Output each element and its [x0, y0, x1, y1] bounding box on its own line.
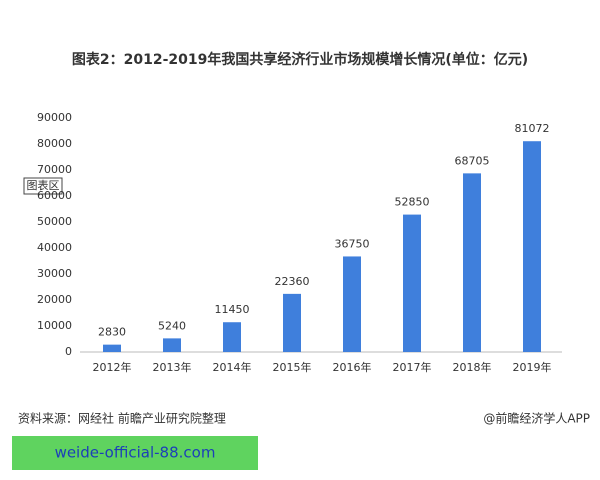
bar: [403, 214, 421, 352]
bar: [103, 344, 121, 352]
x-tick-label: 2016年: [333, 360, 372, 374]
data-label: 68705: [455, 154, 490, 167]
data-label: 2830: [98, 326, 126, 339]
tooltip: 图表区: [27, 178, 60, 192]
y-tick-label: 10000: [37, 319, 72, 332]
y-tick-label: 20000: [37, 293, 72, 306]
bar: [163, 338, 181, 352]
bar: [283, 293, 301, 352]
data-label: 11450: [215, 303, 250, 316]
banner[interactable]: weide-official-88.com: [55, 444, 216, 462]
y-tick-label: 90000: [37, 111, 72, 124]
x-tick-label: 2015年: [273, 360, 312, 374]
y-tick-label: 70000: [37, 163, 72, 176]
y-tick-label: 50000: [37, 215, 72, 228]
bar: [343, 256, 361, 352]
data-label: 5240: [158, 319, 186, 332]
data-label: 52850: [395, 196, 430, 209]
banner-box[interactable]: [12, 436, 258, 470]
chart-title: 图表2：2012-2019年我国共享经济行业市场规模增长情况(单位：亿元): [72, 51, 528, 68]
y-tick-label: 0: [65, 345, 72, 358]
x-tick-label: 2019年: [513, 360, 552, 374]
bar: [463, 173, 481, 352]
data-label: 36750: [335, 237, 370, 250]
y-tick-label: 80000: [37, 137, 72, 150]
x-tick-label: 2014年: [213, 360, 252, 374]
x-tick-label: 2013年: [153, 360, 192, 374]
x-tick-label: 2018年: [453, 360, 492, 374]
x-tick-label: 2012年: [93, 360, 132, 374]
tooltip-box: [23, 177, 63, 195]
data-label: 22360: [275, 275, 310, 288]
bar: [523, 141, 541, 352]
y-tick-label: 40000: [37, 241, 72, 254]
y-tick-label: 60000: [37, 189, 72, 202]
source: 资料来源：网经社 前瞻产业研究院整理: [18, 411, 226, 426]
y-tick-label: 30000: [37, 267, 72, 280]
x-tick-label: 2017年: [393, 360, 432, 374]
bar: [223, 322, 241, 352]
data-label: 81072: [515, 122, 550, 135]
credit: @前瞻经济学人APP: [483, 411, 590, 426]
